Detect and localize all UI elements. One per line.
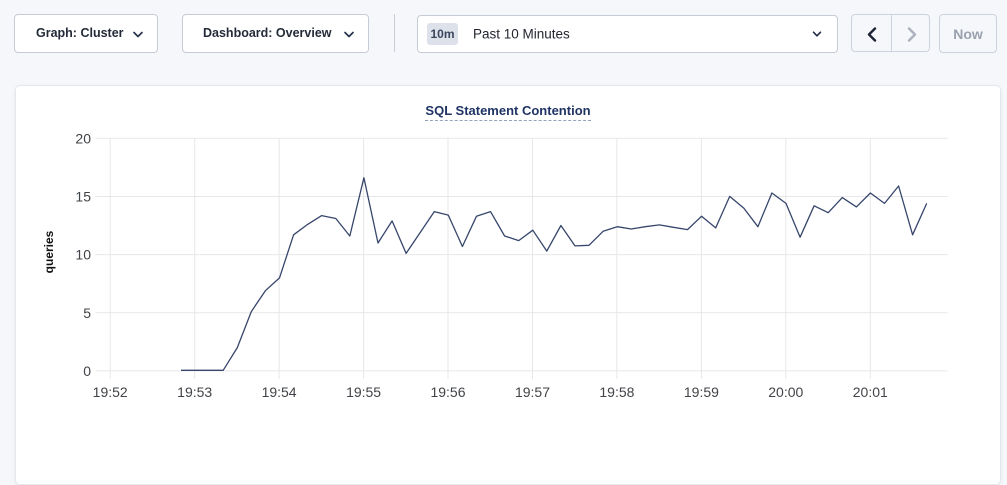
svg-text:19:57: 19:57 bbox=[515, 384, 550, 400]
svg-text:19:54: 19:54 bbox=[262, 384, 297, 400]
svg-text:19:56: 19:56 bbox=[430, 384, 465, 400]
svg-text:10: 10 bbox=[75, 247, 91, 263]
svg-text:queries: queries bbox=[42, 230, 56, 273]
svg-text:19:52: 19:52 bbox=[93, 384, 128, 400]
svg-text:20: 20 bbox=[75, 130, 91, 146]
svg-text:19:59: 19:59 bbox=[684, 384, 719, 400]
svg-text:19:58: 19:58 bbox=[599, 384, 634, 400]
svg-text:19:53: 19:53 bbox=[177, 384, 212, 400]
svg-text:15: 15 bbox=[75, 188, 91, 204]
svg-text:0: 0 bbox=[83, 363, 91, 379]
svg-text:5: 5 bbox=[83, 305, 91, 321]
svg-text:20:00: 20:00 bbox=[768, 384, 803, 400]
svg-text:19:55: 19:55 bbox=[346, 384, 381, 400]
svg-text:20:01: 20:01 bbox=[853, 384, 888, 400]
